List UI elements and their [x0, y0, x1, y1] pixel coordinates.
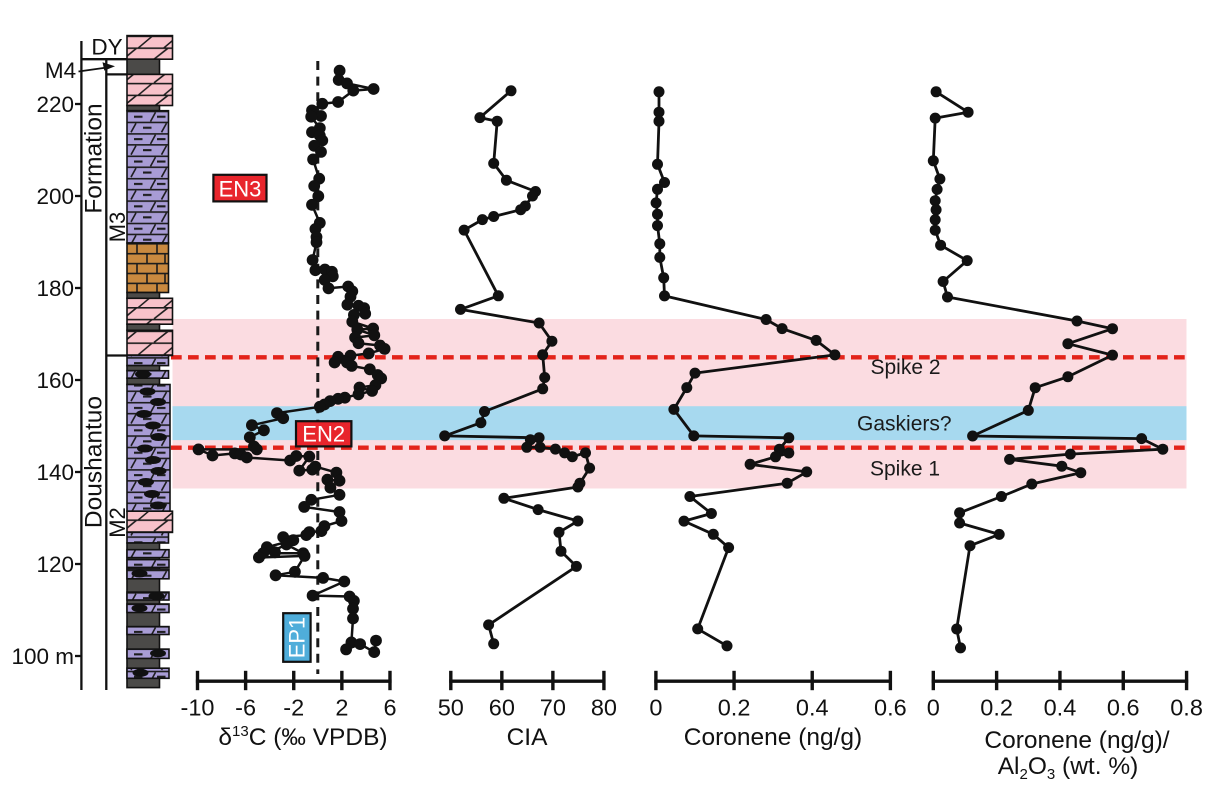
svg-text:M3: M3	[105, 212, 130, 243]
svg-text:Spike 2: Spike 2	[870, 356, 940, 379]
svg-text:60: 60	[489, 695, 515, 721]
svg-text:M2: M2	[105, 507, 130, 538]
svg-text:180: 180	[36, 276, 74, 301]
svg-text:EP1: EP1	[285, 617, 310, 659]
svg-text:Gaskiers?: Gaskiers?	[857, 413, 952, 436]
svg-text:Spike 1: Spike 1	[870, 457, 940, 480]
svg-text:6: 6	[383, 695, 396, 721]
svg-text:Coronene (ng/g): Coronene (ng/g)	[684, 724, 862, 751]
svg-text:EN3: EN3	[219, 177, 262, 202]
svg-text:CIA: CIA	[507, 724, 549, 751]
svg-text:Formation: Formation	[81, 103, 108, 213]
svg-text:0: 0	[649, 695, 662, 721]
svg-text:0: 0	[927, 695, 940, 721]
svg-text:-2: -2	[283, 695, 304, 721]
svg-text:0.4: 0.4	[796, 695, 829, 721]
svg-text:Al2O3 (wt. %): Al2O3 (wt. %)	[998, 753, 1139, 783]
svg-text:50: 50	[438, 695, 464, 721]
svg-text:220: 220	[36, 92, 74, 117]
svg-text:0.6: 0.6	[874, 695, 907, 721]
svg-text:Doushantuo: Doushantuo	[81, 396, 108, 528]
svg-text:-10: -10	[181, 695, 215, 721]
svg-text:70: 70	[540, 695, 566, 721]
svg-text:δ13C (‰ VPDB): δ13C (‰ VPDB)	[218, 723, 387, 751]
svg-text:EN2: EN2	[302, 422, 345, 447]
svg-text:0.8: 0.8	[1170, 695, 1203, 721]
svg-text:200: 200	[36, 184, 74, 209]
svg-text:120: 120	[36, 552, 74, 577]
svg-text:M4: M4	[45, 58, 76, 83]
svg-text:0.6: 0.6	[1107, 695, 1140, 721]
svg-text:Coronene (ng/g)/: Coronene (ng/g)/	[984, 727, 1169, 754]
svg-text:0.2: 0.2	[980, 695, 1013, 721]
svg-text:-6: -6	[235, 695, 256, 721]
svg-text:80: 80	[591, 695, 617, 721]
svg-text:140: 140	[36, 460, 74, 485]
svg-text:160: 160	[36, 368, 74, 393]
svg-text:0.2: 0.2	[718, 695, 751, 721]
svg-text:100 m: 100 m	[11, 644, 74, 669]
svg-text:2: 2	[335, 695, 348, 721]
svg-text:0.4: 0.4	[1044, 695, 1077, 721]
svg-text:DY: DY	[91, 35, 122, 60]
